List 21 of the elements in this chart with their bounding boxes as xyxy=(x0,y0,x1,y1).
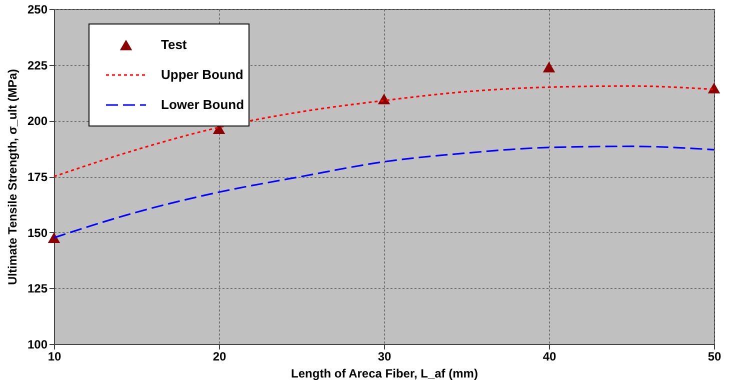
point xyxy=(708,82,720,94)
point xyxy=(542,62,556,72)
x-tick-label: 50 xyxy=(708,350,722,364)
legend-label: Test xyxy=(161,37,188,52)
point xyxy=(378,94,390,104)
x-axis-title: Length of Areca Fiber, L_af (mm) xyxy=(291,366,478,380)
point xyxy=(48,232,60,243)
y-tick-label: 150 xyxy=(27,226,48,240)
y-tick-label: 100 xyxy=(27,338,48,352)
x-tick-label: 10 xyxy=(48,350,62,364)
y-tick-label: 125 xyxy=(27,282,48,296)
y-axis-title: Ultimate Tensile Strength, σ_ult (MPa) xyxy=(5,68,20,286)
x-tick-label: 40 xyxy=(542,350,556,364)
y-tick-label: 175 xyxy=(27,170,48,184)
x-tick-label: 30 xyxy=(378,350,392,364)
y-tick-label: 200 xyxy=(27,114,48,128)
y-tick-label: 250 xyxy=(27,2,48,16)
x-tick-label: 20 xyxy=(212,350,226,364)
y-tick-label: 225 xyxy=(27,58,48,72)
legend-label: Upper Bound xyxy=(161,67,244,82)
legend-label: Lower Bound xyxy=(161,97,244,112)
